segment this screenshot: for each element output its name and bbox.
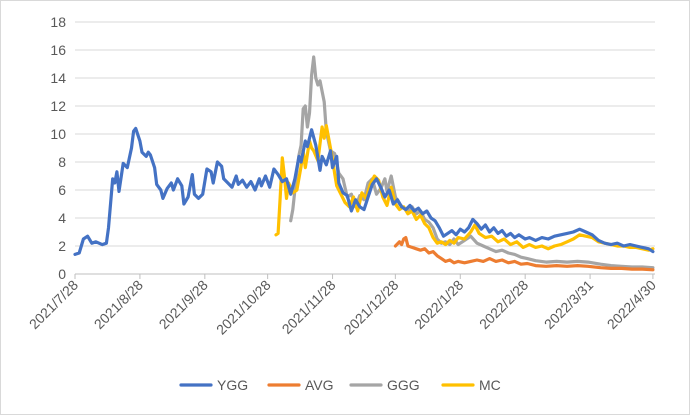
- x-axis: 2021/7/28 2021/8/28 2021/9/28 2021/10/28 202…: [26, 273, 660, 338]
- y-tick-label: 6: [58, 182, 66, 198]
- x-tick-label: 2021/8/28: [91, 277, 147, 333]
- x-tick-label: 2021/9/28: [156, 277, 212, 333]
- legend-label-mc: MC: [479, 377, 501, 393]
- x-tick-label: 2022/3/31: [541, 277, 597, 333]
- x-tick-label: 2021/7/28: [26, 277, 82, 333]
- series-line-ygg: [73, 126, 655, 256]
- legend: YGG AVG GGG MC: [179, 377, 501, 393]
- y-axis-ticks: 0 2 4 6 8 10 12 14 16 18: [50, 14, 66, 282]
- series-line-mc: [274, 123, 655, 252]
- x-tick-label: 2021/12/28: [341, 277, 402, 338]
- y-tick-label: 16: [50, 42, 66, 58]
- x-tick-label: 2021/11/28: [279, 277, 339, 337]
- x-tick-label: 2022/1/28: [411, 277, 467, 333]
- series-lines: [73, 55, 655, 272]
- gridlines: [75, 21, 655, 275]
- y-tick-label: 4: [58, 210, 66, 226]
- y-tick-label: 12: [50, 98, 66, 114]
- legend-label-ggg: GGG: [387, 377, 420, 393]
- x-tick-label: 2021/10/28: [213, 277, 274, 338]
- y-tick-label: 2: [58, 238, 66, 254]
- legend-label-ygg: YGG: [217, 377, 248, 393]
- series-line-avg: [393, 236, 655, 272]
- legend-label-avg: AVG: [305, 377, 334, 393]
- y-tick-label: 10: [50, 126, 66, 142]
- y-tick-label: 0: [58, 266, 66, 282]
- x-tick-label: 2022/4/30: [604, 277, 660, 333]
- y-tick-label: 14: [50, 70, 66, 86]
- x-tick-label: 2022/2/28: [476, 277, 532, 333]
- y-tick-label: 8: [58, 154, 66, 170]
- y-tick-label: 18: [50, 14, 66, 30]
